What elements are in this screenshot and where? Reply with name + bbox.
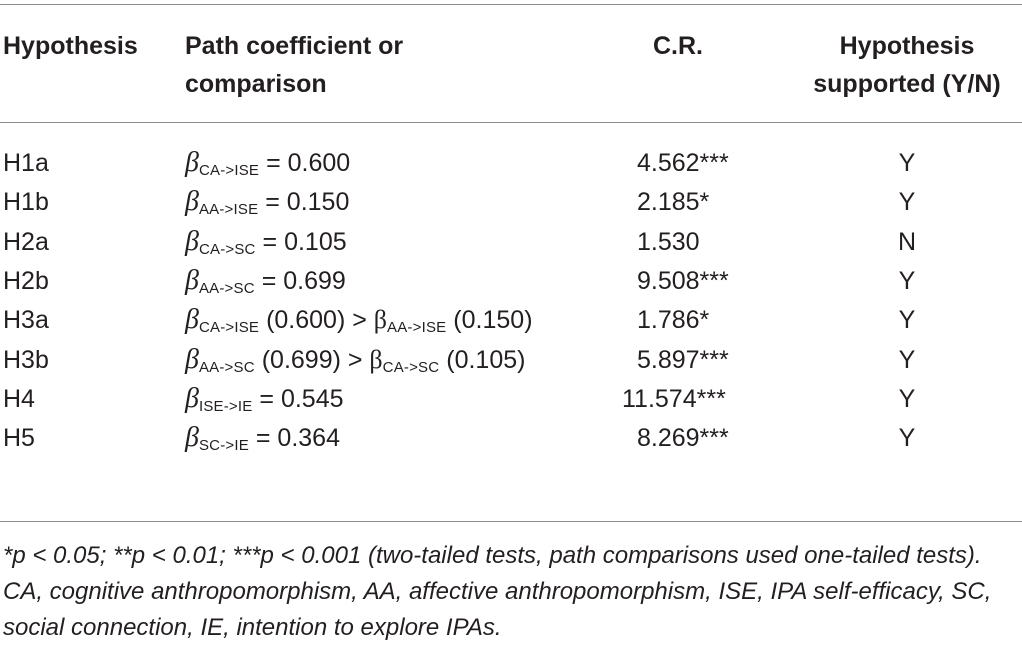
supported-cell: Y	[898, 346, 916, 374]
path-subscript: CA->SC	[382, 359, 440, 376]
path-coefficient-cell: βISE->IE = 0.545	[185, 384, 344, 422]
header-path-line2: comparison	[185, 70, 327, 98]
hypothesis-cell: H3a	[3, 306, 49, 334]
path-value: = 0.699	[254, 267, 346, 295]
path-subscript: CA->SC	[198, 241, 256, 258]
hypothesis-cell: H2b	[3, 267, 49, 295]
path-coefficient-cell: βAA->ISE = 0.150	[185, 187, 349, 225]
hypothesis-cell: H3b	[3, 346, 49, 374]
critical-ratio-cell: 8.269***	[637, 424, 729, 452]
path-coefficient-cell: βCA->ISE = 0.600	[185, 148, 350, 186]
supported-cell: Y	[898, 149, 916, 177]
critical-ratio-cell: 1.530	[637, 228, 700, 256]
supported-cell: N	[897, 228, 917, 256]
hypothesis-cell: H1a	[3, 149, 49, 177]
path-value: = 0.150	[258, 188, 350, 216]
critical-ratio-cell: 1.786*	[637, 306, 710, 334]
header-rule	[0, 122, 1022, 123]
beta-symbol: β	[185, 265, 199, 296]
path-subscript: SC->IE	[198, 437, 249, 454]
path-subscript: ISE->IE	[198, 398, 253, 415]
beta-symbol: β	[185, 226, 199, 257]
critical-ratio-cell: 5.897***	[637, 346, 729, 374]
supported-cell: Y	[898, 424, 916, 452]
hypothesis-cell: H1b	[3, 188, 49, 216]
supported-cell: Y	[898, 306, 916, 334]
beta-symbol: β	[185, 304, 199, 335]
path-subscript: AA->ISE	[198, 201, 259, 218]
path-value: (0.699) >	[254, 346, 370, 374]
path-subscript: AA->SC	[198, 359, 255, 376]
path-subscript: AA->ISE	[387, 319, 447, 336]
hypothesis-cell: H2a	[3, 228, 49, 256]
path-coefficient-cell: βCA->ISE (0.600) > βAA->ISE (0.150)	[185, 305, 533, 343]
path-subscript: AA->SC	[198, 280, 255, 297]
critical-ratio-cell: 4.562***	[637, 149, 729, 177]
bottom-rule	[0, 521, 1022, 522]
path-value: = 0.364	[248, 424, 340, 452]
supported-cell: Y	[898, 385, 916, 413]
path-coefficient-cell: βAA->SC (0.699) > βCA->SC (0.105)	[185, 345, 525, 383]
header-supported-line1: Hypothesis	[839, 32, 975, 60]
path-coefficient-cell: βCA->SC = 0.105	[185, 227, 347, 265]
top-rule	[0, 4, 1022, 5]
header-path-line1: Path coefficient or	[185, 32, 404, 60]
hypothesis-cell: H5	[3, 424, 35, 452]
beta-symbol: β	[185, 186, 199, 217]
beta-symbol: β	[185, 422, 199, 453]
beta-symbol: β	[185, 344, 199, 375]
header-supported-line2: supported (Y/N)	[813, 70, 1001, 98]
supported-cell: Y	[898, 267, 916, 295]
beta-symbol: β	[185, 147, 199, 178]
path-value: = 0.545	[252, 385, 344, 413]
beta-symbol: β	[185, 383, 199, 414]
path-value: (0.150)	[446, 306, 533, 334]
header-hypothesis: Hypothesis	[3, 32, 138, 60]
supported-cell: Y	[898, 188, 916, 216]
critical-ratio-cell: 11.574***	[622, 385, 726, 413]
beta-symbol: β	[369, 345, 383, 374]
path-value: = 0.105	[255, 228, 347, 256]
hypothesis-cell: H4	[3, 385, 35, 413]
path-subscript: CA->ISE	[198, 162, 260, 179]
path-coefficient-cell: βSC->IE = 0.364	[185, 423, 340, 461]
header-cr: C.R.	[653, 32, 703, 60]
path-coefficient-cell: βAA->SC = 0.699	[185, 266, 346, 304]
table-footnote: *p < 0.05; **p < 0.01; ***p < 0.001 (two…	[3, 542, 992, 641]
beta-symbol: β	[373, 305, 388, 334]
path-subscript: CA->ISE	[198, 319, 260, 336]
path-value: (0.600) >	[259, 306, 374, 334]
path-value: (0.105)	[439, 346, 526, 374]
critical-ratio-cell: 9.508***	[637, 267, 729, 295]
critical-ratio-cell: 2.185*	[637, 188, 710, 216]
path-value: = 0.600	[259, 149, 351, 177]
